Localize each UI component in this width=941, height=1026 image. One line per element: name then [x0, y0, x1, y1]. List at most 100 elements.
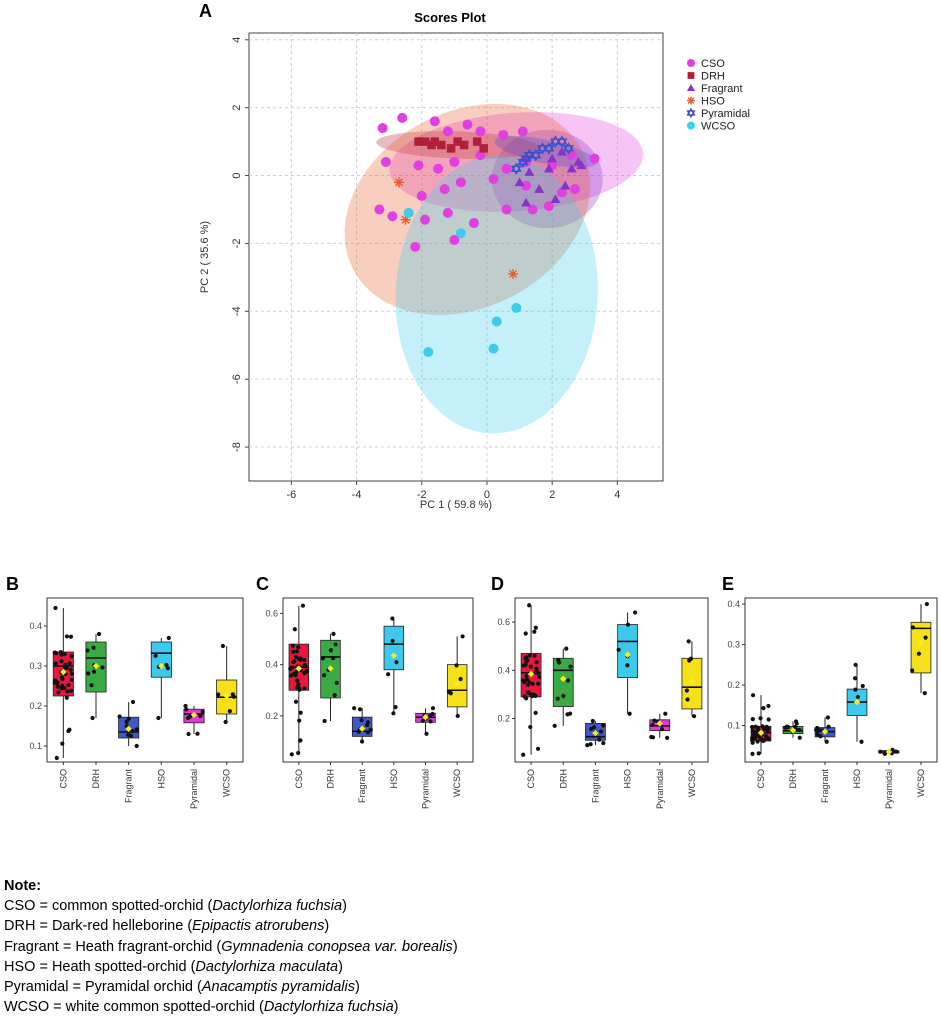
note-text: Fragrant = Heath fragrant-orchid ( [4, 938, 222, 955]
score-point-cso [462, 119, 473, 130]
boxplot-panel-e: E 0.1 0.2 0.3 0.4 CSO DRH Fragrant HSO Pyramidal… [722, 574, 938, 809]
x-tick-label-pyramidal: Pyramidal [884, 769, 894, 809]
data-point [68, 634, 74, 639]
y-tick-label: 0.6 [265, 608, 278, 618]
panel-c-letter: C [256, 574, 269, 594]
mean-marker [624, 651, 631, 658]
hexagram-down [543, 145, 555, 155]
data-point [566, 678, 571, 683]
score-point-drh [430, 137, 440, 146]
score-point-hso [393, 177, 404, 188]
note-text: WCSO = white common spotted-orchid ( [4, 999, 264, 1016]
data-point [184, 707, 189, 712]
y-tick-label: 4 [231, 37, 243, 43]
legend-label-fragrant: Fragrant [701, 83, 743, 95]
data-point [853, 687, 858, 692]
data-point [352, 706, 357, 711]
mean-marker [592, 729, 599, 737]
score-point-cso [569, 184, 580, 195]
mean-marker [92, 662, 100, 670]
box-hso [150, 641, 172, 678]
data-point [684, 688, 689, 693]
score-point-fragrant [550, 194, 561, 204]
mean-marker [789, 727, 797, 734]
score-point-drh [479, 144, 488, 153]
data-point [532, 629, 537, 634]
y-tick-label: -2 [231, 239, 243, 249]
data-point [386, 672, 391, 677]
score-point-cso [433, 163, 444, 174]
y-tick-label: -4 [231, 306, 243, 316]
y-tick-label: -6 [231, 374, 243, 384]
data-point [761, 706, 766, 711]
score-point-fragrant [521, 197, 532, 207]
data-point [124, 719, 129, 724]
data-point [455, 713, 460, 718]
score-point-fragrant [566, 163, 577, 173]
note-latin-name: Gymnadenia conopsea var. borealis [221, 938, 453, 955]
data-point [330, 656, 336, 661]
data-point [322, 673, 327, 678]
data-point [297, 718, 302, 723]
data-point [786, 725, 791, 730]
legend-label-cso: CSO [701, 58, 725, 70]
legend-marker-cso [687, 59, 695, 67]
data-point [687, 658, 692, 663]
data-point [526, 690, 531, 695]
star-stroke [687, 97, 695, 104]
data-point [302, 664, 307, 669]
data-point [824, 739, 829, 744]
data-point [924, 601, 929, 607]
data-point [632, 610, 638, 615]
score-point-drh [414, 137, 423, 146]
data-point [758, 736, 764, 741]
data-point [530, 681, 535, 687]
score-point-fragrant [524, 167, 535, 176]
boxplot-frame [282, 597, 474, 763]
x-tick-label: -6 [286, 489, 296, 501]
data-point [223, 719, 228, 725]
x-tick-label-wcso: WCSO [916, 769, 926, 797]
legend-marker-pyramidal [686, 107, 696, 119]
data-point [532, 653, 537, 658]
data-point [536, 681, 541, 686]
legend-marker-wcso [687, 121, 695, 130]
data-point [69, 671, 75, 676]
data-point [165, 666, 170, 671]
score-point-hso [508, 268, 519, 279]
note-text: ) [393, 999, 399, 1016]
mean-marker [60, 668, 67, 676]
data-point [424, 731, 429, 736]
data-point [750, 693, 756, 698]
hexagram-up [562, 142, 574, 152]
data-point [390, 616, 395, 621]
data-point [826, 724, 831, 729]
boxplot-frame [46, 597, 244, 763]
data-point [292, 659, 297, 664]
x-tick-label-hso: HSO [389, 769, 399, 789]
score-point-cso [410, 241, 421, 252]
data-point [601, 723, 606, 728]
mean-marker [158, 662, 165, 670]
panel-b-letter: B [6, 574, 19, 594]
data-point [183, 703, 188, 709]
data-point [359, 718, 364, 723]
hexagram-up [520, 152, 532, 162]
data-point [296, 750, 301, 756]
score-point-cso [488, 173, 499, 184]
data-point [368, 727, 373, 732]
x-tick-label-fragrant: Fragrant [590, 769, 600, 804]
mean-marker [885, 748, 893, 756]
x-tick-label-fragrant: Fragrant [820, 769, 830, 804]
data-point [528, 724, 533, 730]
scores-plot-title: Scores Plot [414, 10, 486, 25]
data-point [231, 694, 236, 699]
score-point-pyramidal [543, 142, 555, 155]
data-point [55, 684, 60, 689]
data-point [523, 631, 528, 636]
hexagram-down [562, 145, 574, 155]
note-text: HSO = Heath spotted-orchid ( [4, 958, 196, 975]
note-latin-name: Epipactis atrorubens [192, 918, 325, 935]
box-wcso [910, 621, 932, 674]
